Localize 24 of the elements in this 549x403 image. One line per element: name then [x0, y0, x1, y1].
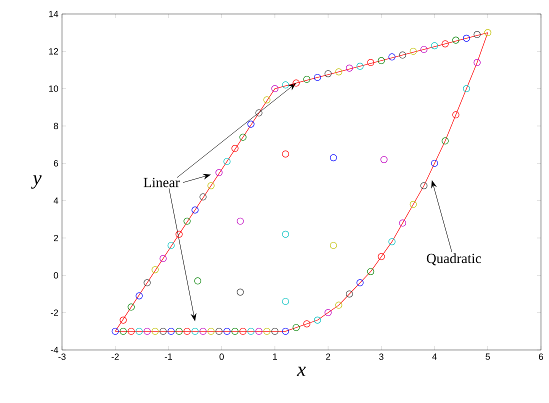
- y-tick-label: 6: [54, 160, 58, 167]
- y-tick-label: 8: [54, 122, 58, 130]
- y-tick-label: 0: [54, 272, 58, 279]
- y-tick-label: 10: [49, 85, 58, 92]
- x-tick-label: 6: [538, 354, 544, 360]
- x-axis-title: x: [296, 366, 306, 376]
- y-tick-label: 14: [49, 10, 58, 18]
- x-tick-label: 4: [432, 354, 437, 360]
- annotation: Quadratic: [426, 253, 482, 266]
- y-tick-label: 2: [54, 234, 58, 242]
- y-tick-label: -2: [50, 310, 58, 316]
- y-tick-label: 12: [49, 48, 58, 54]
- x-tick-label: 3: [379, 354, 384, 360]
- x-tick-label: 1: [273, 354, 277, 360]
- x-tick-label: 5: [486, 354, 490, 360]
- y-axis-title: y: [31, 175, 42, 189]
- y-tick-label: -4: [50, 346, 58, 354]
- x-tick-label: 0: [220, 354, 224, 360]
- x-tick-label: 2: [326, 354, 330, 360]
- x-tick-label: -1: [164, 354, 172, 360]
- x-tick-label: -3: [58, 354, 66, 360]
- annotation: Linear: [144, 178, 180, 188]
- x-tick-label: -2: [112, 354, 119, 360]
- y-tick-label: 4: [54, 198, 58, 204]
